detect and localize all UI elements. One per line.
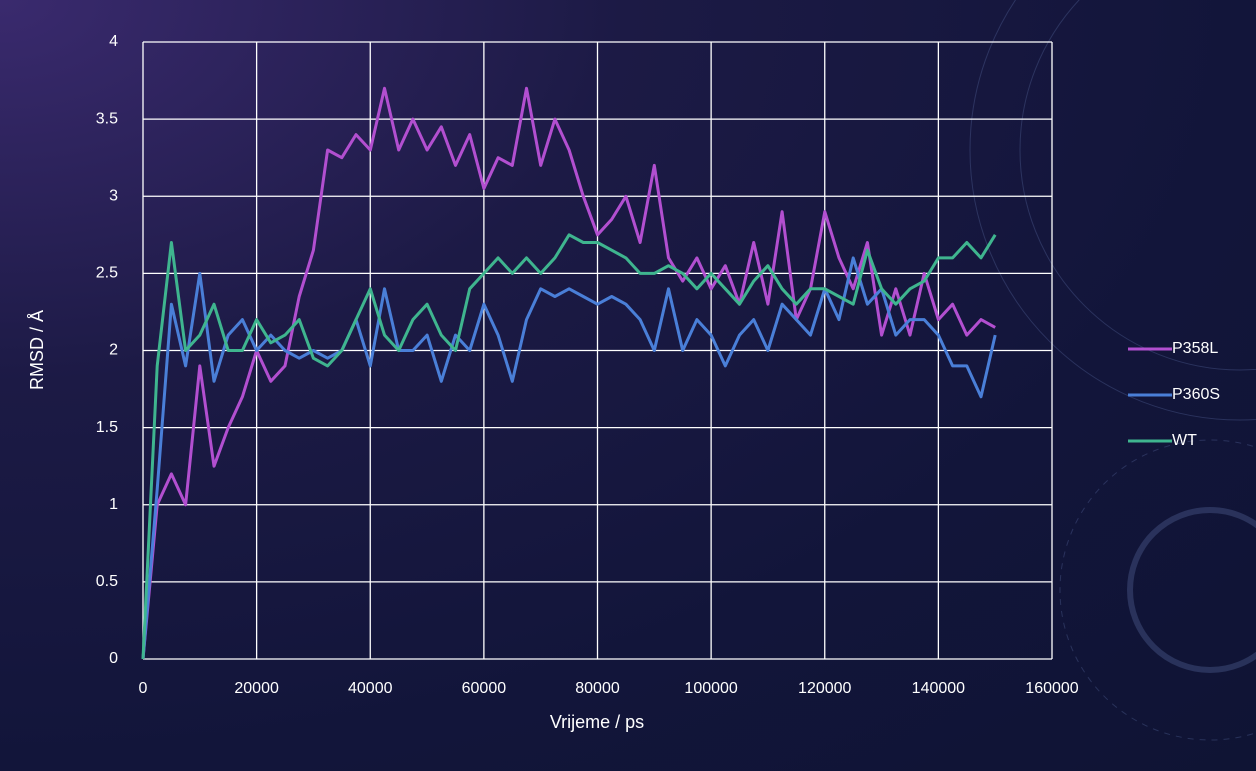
x-tick-label: 0 — [139, 680, 148, 697]
y-axis-title: RMSD / Å — [27, 310, 47, 390]
x-tick-label: 100000 — [684, 680, 737, 697]
series-line — [141, 256, 997, 660]
x-tick-label: 20000 — [234, 680, 279, 697]
x-tick-label: 140000 — [912, 680, 965, 697]
y-tick-label: 0.5 — [96, 573, 118, 590]
x-tick-label: 80000 — [575, 680, 620, 697]
x-axis-title: Vrijeme / ps — [550, 712, 644, 732]
y-tick-label: 3.5 — [96, 110, 118, 127]
y-tick-label: 4 — [109, 33, 118, 50]
y-tick-label: 1.5 — [96, 419, 118, 436]
legend-label: P360S — [1172, 386, 1220, 403]
y-tick-label: 2 — [109, 342, 118, 359]
legend-label: WT — [1172, 432, 1197, 449]
x-tick-label: 120000 — [798, 680, 851, 697]
y-tick-label: 1 — [109, 496, 118, 513]
series-line — [141, 86, 996, 660]
y-tick-label: 0 — [109, 650, 118, 667]
legend-label: P358L — [1172, 340, 1218, 357]
x-tick-label: 60000 — [462, 680, 507, 697]
y-tick-label: 3 — [109, 187, 118, 204]
x-tick-label: 40000 — [348, 680, 393, 697]
series-line — [141, 233, 997, 660]
x-tick-label: 160000 — [1025, 680, 1078, 697]
decoration — [969, 0, 1256, 741]
y-tick-label: 2.5 — [96, 265, 118, 282]
